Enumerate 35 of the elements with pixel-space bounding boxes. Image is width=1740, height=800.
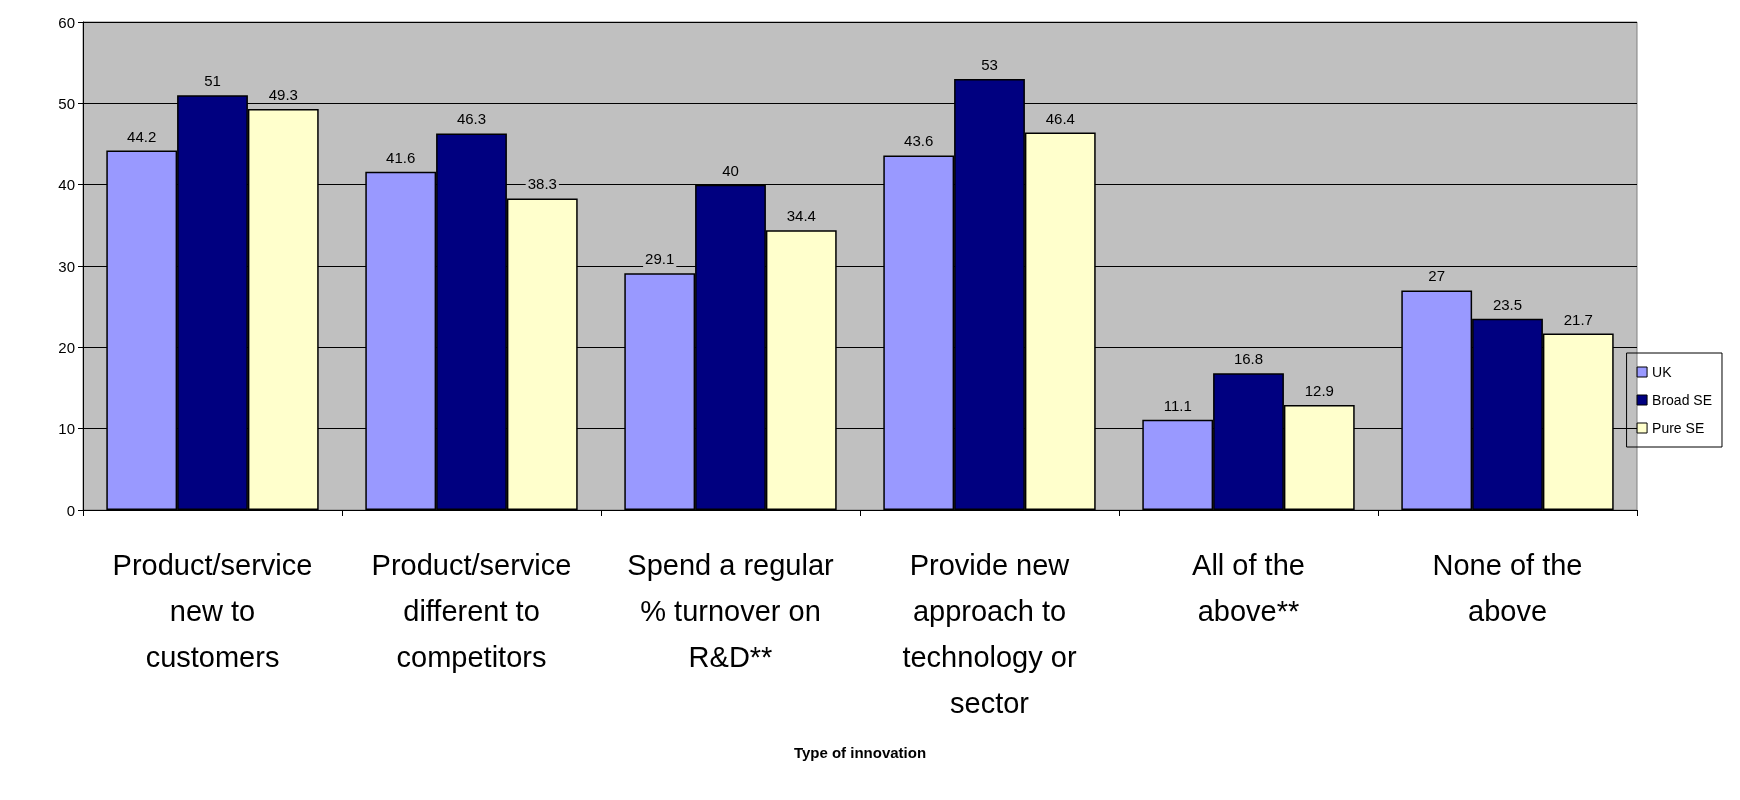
- y-tick-label: 30: [58, 257, 75, 275]
- data-label: 41.6: [386, 148, 416, 166]
- x-tick-label: Spend a regular % turnover on R&D**: [627, 549, 835, 673]
- x-tick-label: Product/service different to competitors: [371, 549, 572, 673]
- y-tick-label: 40: [58, 176, 75, 194]
- x-tick-label: Provide new approach to technology or sector: [902, 549, 1077, 719]
- data-label: 34.4: [786, 207, 816, 225]
- data-label: 27: [1428, 267, 1446, 285]
- data-label: 23.5: [1492, 295, 1523, 313]
- data-label: 49.3: [268, 86, 298, 104]
- data-label: 12.9: [1304, 382, 1334, 400]
- data-label: 46.4: [1045, 109, 1075, 127]
- y-tick-label: 10: [58, 420, 75, 438]
- data-label: 29.1: [645, 250, 675, 268]
- data-label: 43.6: [904, 132, 934, 150]
- data-label: 44.2: [127, 127, 157, 145]
- data-label: 40: [722, 161, 739, 179]
- y-tick-label: 20: [58, 338, 75, 356]
- data-label: 16.8: [1233, 350, 1264, 368]
- x-tick-label: Product/service new to customers: [112, 549, 313, 673]
- data-label: 38.3: [527, 175, 557, 193]
- x-tick-label: All of the above**: [1192, 549, 1305, 627]
- legend-label: UK: [1652, 364, 1673, 380]
- data-label: 11.1: [1163, 396, 1192, 414]
- x-axis-title: Type of innovation: [793, 744, 927, 761]
- data-label: 21.7: [1563, 310, 1593, 328]
- x-tick-label: None of the above: [1432, 549, 1583, 627]
- y-tick-label: 60: [58, 13, 75, 31]
- data-label: 53: [981, 55, 998, 73]
- legend-label: Broad SE: [1652, 392, 1713, 408]
- data-label: 51: [204, 72, 221, 90]
- data-label: 46.3: [456, 110, 487, 128]
- legend-label: Pure SE: [1652, 420, 1705, 436]
- y-tick-label: 0: [66, 501, 75, 519]
- y-tick-label: 50: [58, 94, 75, 112]
